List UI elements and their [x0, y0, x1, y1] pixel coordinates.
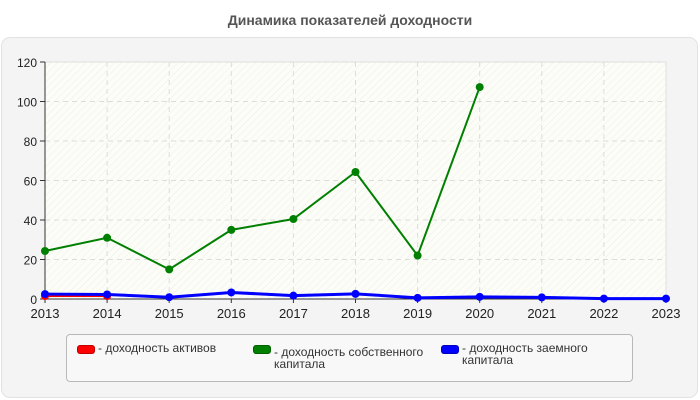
y-tick-label: 120	[17, 56, 37, 70]
x-tick-label: 2017	[279, 306, 308, 321]
x-tick-label: 2020	[465, 306, 494, 321]
legend-swatch-red	[77, 345, 95, 354]
data-point	[289, 215, 298, 224]
legend-swatch-green	[253, 345, 271, 354]
data-point	[413, 251, 422, 260]
x-tick-label: 2021	[527, 306, 556, 321]
data-point	[165, 265, 174, 274]
data-point	[351, 168, 360, 177]
legend-label: - доходность активов	[98, 341, 217, 355]
data-point	[662, 294, 670, 303]
data-point	[41, 247, 49, 256]
x-tick-label: 2013	[31, 306, 60, 321]
x-tick-label: 2019	[403, 306, 432, 321]
data-point	[475, 292, 484, 301]
series-line	[44, 86, 481, 271]
data-point	[289, 291, 298, 300]
chart-title: Динамика показателей доходности	[227, 12, 473, 28]
data-point	[351, 289, 360, 298]
x-tick-label: 2014	[93, 306, 122, 321]
y-tick-label: 0	[30, 293, 37, 307]
data-point	[165, 293, 174, 302]
x-tick-label: 2022	[589, 306, 618, 321]
x-tick-label: 2016	[217, 306, 246, 321]
y-tick-label: 100	[17, 96, 37, 110]
plot-area: 0 20 40 60 80 100 120 2013 2014 2015 2016 2017 2018 2…	[17, 56, 680, 321]
data-point	[413, 293, 422, 302]
legend-swatch-blue	[441, 345, 459, 354]
x-tick-label: 2023	[652, 306, 681, 321]
y-tick-label: 60	[24, 175, 38, 189]
legend-item-assets: - доходность активов	[77, 342, 258, 354]
y-tick-label: 40	[24, 214, 38, 228]
legend-label: - доходность собственного капитала	[274, 345, 424, 371]
data-point	[227, 225, 236, 234]
data-point	[227, 288, 236, 297]
x-tick-label: 2015	[155, 306, 184, 321]
legend-label: - доходность заемного капитала	[462, 341, 588, 367]
y-tick-label: 80	[24, 135, 38, 149]
legend-item-debt: - доходность заемного капитала	[441, 342, 612, 366]
data-point	[537, 293, 546, 302]
data-point	[103, 290, 112, 299]
data-point	[599, 294, 608, 303]
data-point	[475, 83, 484, 92]
data-point	[41, 290, 49, 299]
legend-item-equity: - доходность собственного капитала	[253, 342, 434, 370]
data-point	[103, 233, 112, 242]
legend: - доходность активов - доходность собств…	[66, 334, 633, 382]
y-tick-label: 20	[24, 254, 38, 268]
x-tick-label: 2018	[341, 306, 370, 321]
